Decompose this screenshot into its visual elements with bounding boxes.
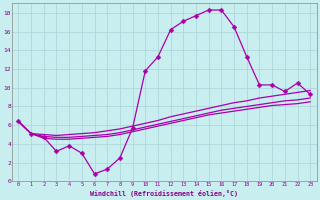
X-axis label: Windchill (Refroidissement éolien,°C): Windchill (Refroidissement éolien,°C)	[90, 190, 238, 197]
